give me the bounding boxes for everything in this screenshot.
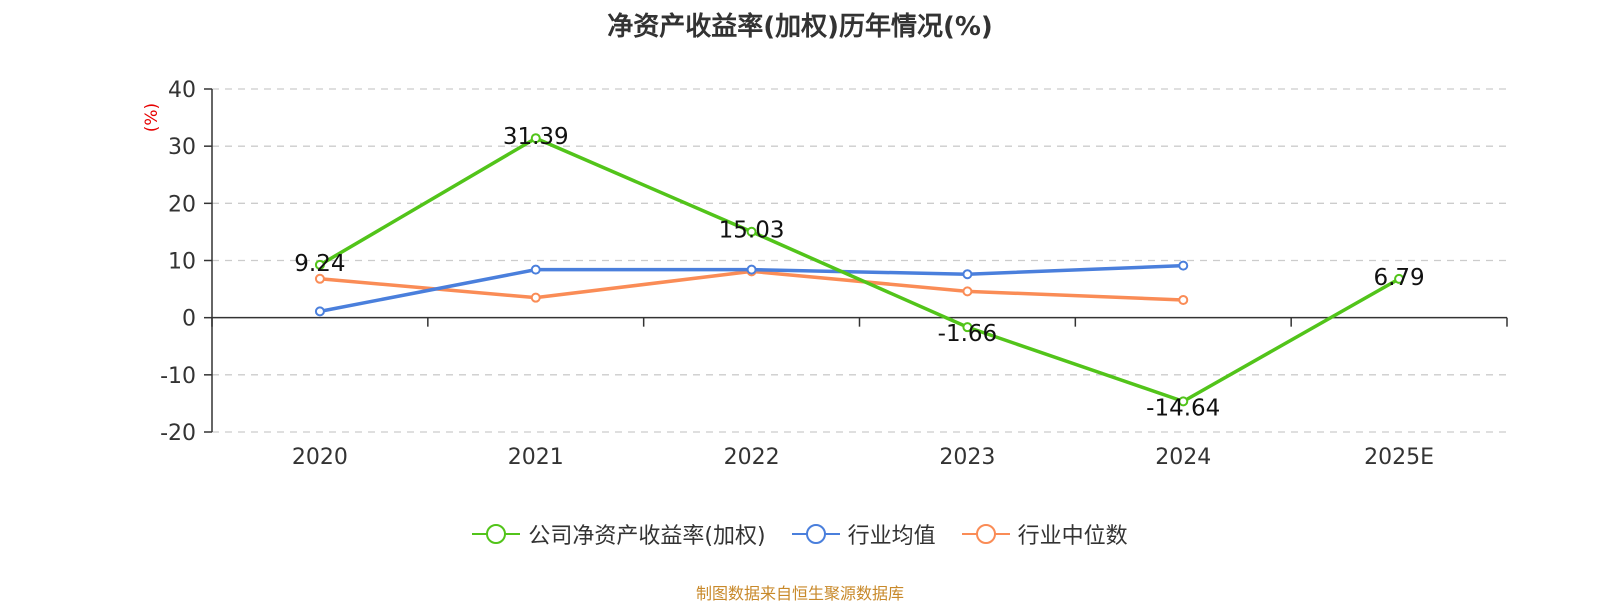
grid-lines xyxy=(212,88,1507,433)
legend-swatch-icon xyxy=(961,524,1010,544)
x-tick-label: 2023 xyxy=(939,445,995,470)
data-point xyxy=(314,273,325,284)
x-tick-label: 2020 xyxy=(292,445,348,470)
data-point xyxy=(530,292,541,303)
legend: 公司净资产收益率(加权) 行业均值 行业中位数 xyxy=(0,518,1600,550)
y-tick-label: 20 xyxy=(168,192,196,217)
x-tick-label: 2021 xyxy=(508,445,564,470)
data-point xyxy=(1178,294,1189,305)
x-tick-label: 2025E xyxy=(1364,445,1434,470)
data-label: -14.64 xyxy=(1146,395,1220,421)
data-point xyxy=(746,264,757,275)
data-point xyxy=(962,286,973,297)
y-tick-label: 0 xyxy=(182,307,196,332)
data-label: 9.24 xyxy=(294,251,345,277)
y-tick-label: 10 xyxy=(168,250,196,275)
data-point xyxy=(746,226,757,237)
axes: 40 30 20 10 0 -10 -20 (%) 2020 2021 2022 2023 2024 20… xyxy=(142,78,1508,470)
data-point xyxy=(530,264,541,275)
chart-title: 净资产收益率(加权)历年情况(%) xyxy=(607,12,993,42)
legend-item[interactable]: 行业中位数 xyxy=(961,518,1128,550)
series-line xyxy=(319,136,1400,404)
y-tick-label: 30 xyxy=(168,135,196,160)
legend-label: 公司净资产收益率(加权) xyxy=(528,524,766,549)
legend-item[interactable]: 公司净资产收益率(加权) xyxy=(472,518,766,550)
y-tick-label: -20 xyxy=(160,421,196,446)
data-point xyxy=(1394,273,1405,284)
source-note: 制图数据来自恒生聚源数据库 xyxy=(695,584,904,603)
data-point xyxy=(1178,260,1189,271)
y-tick-label: 40 xyxy=(168,78,196,103)
data-labels: 9.24 31.39 15.03 -1.66 -14.64 6.79 xyxy=(294,124,1424,421)
legend-swatch-icon xyxy=(791,524,840,544)
legend-label: 行业中位数 xyxy=(1017,524,1128,549)
data-point xyxy=(314,259,325,270)
data-point xyxy=(962,322,973,333)
series-lines xyxy=(314,133,1405,407)
legend-label: 行业均值 xyxy=(847,524,936,549)
data-label: -1.66 xyxy=(938,321,998,347)
legend-item[interactable]: 行业均值 xyxy=(791,518,936,550)
data-point xyxy=(1178,396,1189,407)
data-label: 31.39 xyxy=(503,124,569,150)
y-tick-label: -10 xyxy=(160,364,196,389)
data-point xyxy=(530,133,541,144)
data-label: 15.03 xyxy=(719,218,785,244)
y-axis-label: (%) xyxy=(142,103,162,132)
data-point xyxy=(314,306,325,317)
data-label: 6.79 xyxy=(1373,265,1424,291)
x-tick-label: 2022 xyxy=(724,445,780,470)
data-point xyxy=(962,269,973,280)
legend-swatch-icon xyxy=(472,524,521,544)
x-tick-label: 2024 xyxy=(1155,445,1211,470)
